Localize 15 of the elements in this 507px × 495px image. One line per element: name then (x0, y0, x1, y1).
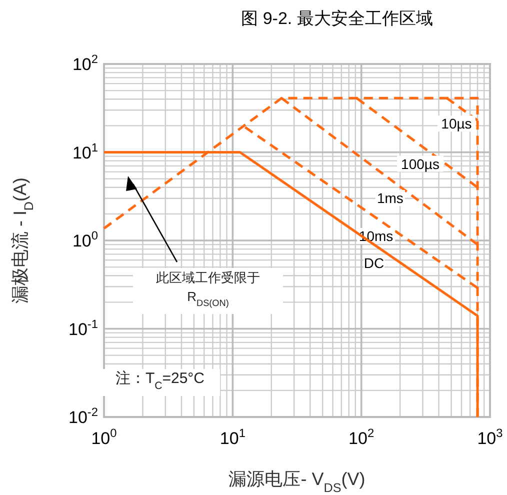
y-tick-label: 10$^{1}$ (72, 140, 98, 162)
series-label: 100µs (401, 156, 440, 172)
y-tick-label: 10$^{0}$ (72, 228, 98, 250)
annotation: 注：T$_{C}$=25°C (115, 370, 205, 392)
x-tick-label: 10$^{0}$ (91, 426, 118, 448)
annotation: 此区域工作受限于 R$_{DS(ON)}$ (156, 270, 260, 308)
x-tick-label: 10$^{2}$ (348, 426, 374, 448)
series-label: 10µs (441, 116, 472, 132)
chart-title: 图 9-2. 最大安全工作区域 (241, 9, 433, 28)
x-tick-label: 10$^{3}$ (477, 426, 504, 448)
y-tick-label: 10$^{-2}$ (68, 405, 98, 427)
x-tick-label: 10$^{1}$ (220, 426, 246, 448)
y-tick-label: 10$^{2}$ (72, 52, 98, 74)
y-tick-label: 10$^{-1}$ (68, 316, 98, 339)
x-axis-title: 漏源电压- V$_{DS}$(V) (228, 469, 366, 495)
